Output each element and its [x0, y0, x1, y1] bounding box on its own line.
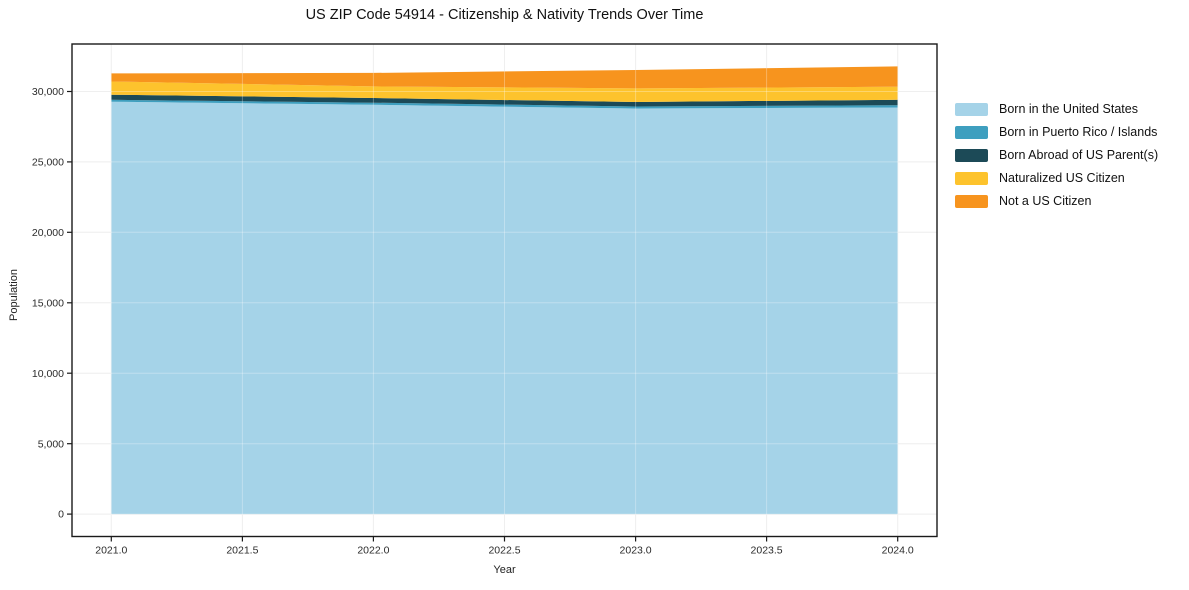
- area-series-2: [111, 94, 898, 107]
- legend-label: Born Abroad of US Parent(s): [999, 148, 1159, 162]
- y-tick-label: 15,000: [32, 297, 64, 309]
- legend-label: Born in the United States: [999, 102, 1138, 116]
- x-tick-label: 2021.0: [95, 545, 127, 557]
- area-series-0: [111, 101, 898, 515]
- y-tick-label: 5,000: [38, 438, 64, 450]
- legend-label: Born in Puerto Rico / Islands: [999, 125, 1158, 139]
- x-tick-label: 2022.5: [488, 545, 520, 557]
- x-tick-label: 2023.5: [751, 545, 783, 557]
- area-series-1: [111, 99, 898, 109]
- y-tick-label: 20,000: [32, 227, 64, 239]
- legend-swatch: [955, 171, 988, 185]
- y-tick-label: 25,000: [32, 157, 64, 169]
- x-axis-label: Year: [493, 564, 516, 576]
- y-tick-label: 30,000: [32, 86, 64, 98]
- legend-item: Born in the United States: [955, 102, 1158, 116]
- y-axis-label: Population: [8, 269, 20, 321]
- chart-title: US ZIP Code 54914 - Citizenship & Nativi…: [305, 7, 704, 23]
- legend-item: Naturalized US Citizen: [955, 171, 1158, 185]
- legend-item: Born Abroad of US Parent(s): [955, 148, 1158, 162]
- legend-swatch: [955, 102, 988, 116]
- x-tick-label: 2023.0: [620, 545, 652, 557]
- area-series-4: [111, 66, 898, 89]
- legend-swatch: [955, 194, 988, 208]
- legend-item: Born in Puerto Rico / Islands: [955, 125, 1158, 139]
- legend-label: Not a US Citizen: [999, 194, 1092, 208]
- legend: Born in the United States Born in Puerto …: [955, 102, 1158, 208]
- x-tick-label: 2021.5: [226, 545, 258, 557]
- legend-label: Naturalized US Citizen: [999, 171, 1125, 185]
- y-tick-label: 0: [58, 509, 64, 521]
- legend-swatch: [955, 125, 988, 139]
- y-tick-label: 10,000: [32, 368, 64, 380]
- legend-swatch: [955, 148, 988, 162]
- area-series-3: [111, 81, 898, 102]
- x-tick-label: 2022.0: [357, 545, 389, 557]
- legend-item: Not a US Citizen: [955, 194, 1158, 208]
- x-tick-label: 2024.0: [882, 545, 914, 557]
